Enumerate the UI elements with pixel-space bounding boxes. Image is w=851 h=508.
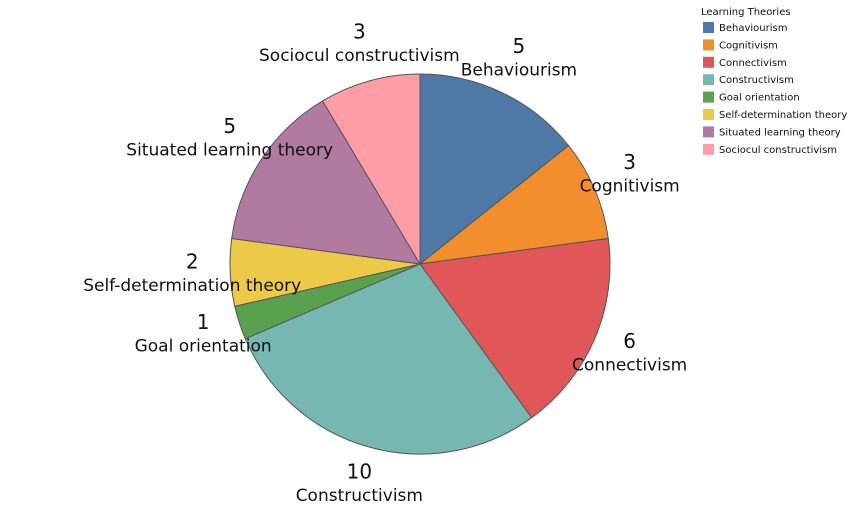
- pie-slice: [231, 100, 421, 265]
- slice-category-label: Situated learning theory: [126, 140, 333, 160]
- pie-slice: [418, 144, 609, 265]
- legend-swatch: [703, 143, 714, 155]
- legend-label: Self-determination theory: [719, 110, 847, 121]
- slice-category-label: Self-determination theory: [83, 276, 301, 296]
- pie-slice: [244, 263, 533, 455]
- slice-value-label: 5: [513, 34, 526, 58]
- pie-slice: [419, 237, 611, 419]
- legend-label: Connectivism: [719, 58, 787, 69]
- legend-title: Learning Theories: [701, 7, 791, 18]
- legend-label: Goal orientation: [719, 93, 800, 104]
- slice-category-label: Connectivism: [572, 356, 687, 376]
- slice-category-label: Behaviourism: [461, 61, 577, 81]
- legend-swatch: [703, 39, 714, 51]
- legend-swatch: [703, 91, 714, 103]
- slice-value-label: 1: [197, 310, 210, 334]
- legend-label: Situated learning theory: [719, 127, 841, 138]
- slice-value-label: 5: [223, 114, 236, 138]
- legend-label: Cognitivism: [719, 40, 778, 51]
- legend-swatch: [703, 74, 714, 86]
- slice-value-label: 3: [623, 150, 636, 174]
- legend-label: Sociocul constructivism: [719, 145, 837, 156]
- legend-swatch: [703, 56, 714, 68]
- slice-value-label: 10: [347, 459, 372, 483]
- slice-category-label: Goal orientation: [135, 336, 272, 356]
- legend-label: Constructivism: [719, 75, 794, 86]
- slice-value-label: 2: [186, 250, 199, 274]
- legend-swatch: [703, 109, 714, 120]
- legend-swatch: [703, 126, 714, 138]
- slice-category-label: Constructivism: [296, 486, 423, 504]
- slice-value-label: 3: [353, 20, 366, 44]
- slice-category-label: Sociocul constructivism: [259, 46, 460, 66]
- legend-swatch: [703, 22, 714, 33]
- slice-value-label: 6: [623, 329, 636, 353]
- legend-label: Behaviourism: [719, 23, 787, 34]
- pie-slice: [419, 73, 570, 266]
- slice-category-label: Cognitivism: [580, 176, 680, 196]
- pie-slice: [321, 73, 421, 266]
